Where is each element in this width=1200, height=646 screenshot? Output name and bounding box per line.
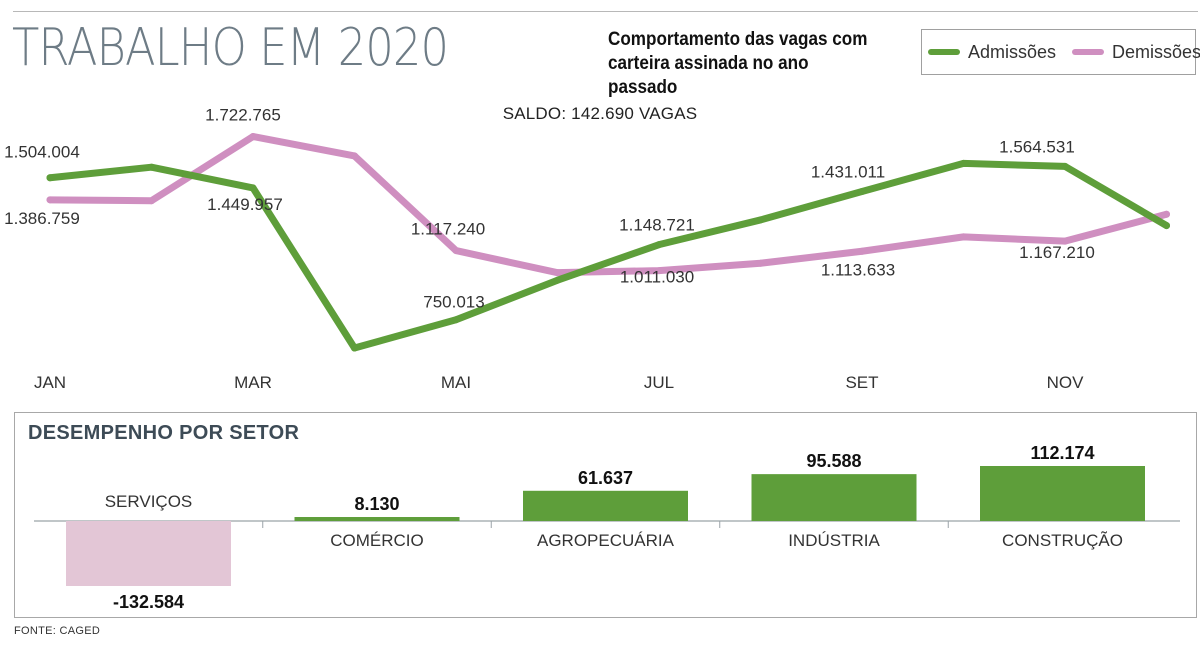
data-point-demissoes: [858, 247, 866, 255]
data-point-demissoes: [249, 133, 257, 141]
data-label-admissoes: 1.431.011: [811, 162, 885, 181]
legend-swatch-demissoes: [1072, 49, 1105, 55]
data-point-demissoes: [452, 247, 460, 255]
data-label-admissoes: 1.504.004: [4, 143, 80, 162]
data-label-demissoes: 1.011.030: [620, 268, 694, 287]
data-point-admissoes: [148, 163, 155, 171]
source-note: FONTE: CAGED: [14, 625, 101, 637]
sector-bar-chart: -132.584 SERVIÇOS 8.130 COMÉRCIO 61.637 AGROP…: [34, 443, 1180, 612]
data-label-admissoes: 1.148.721: [619, 216, 695, 235]
bar-category-label: INDÚSTRIA: [788, 531, 880, 550]
data-point-admissoes: [554, 276, 561, 284]
x-tick-label: NOV: [1047, 373, 1085, 392]
data-label-demissoes: 1.386.759: [4, 209, 80, 228]
data-label-demissoes: 1.117.240: [411, 220, 485, 239]
bar-construção: [980, 466, 1145, 521]
page-title: TRABALHO EM 2020: [12, 18, 449, 78]
data-label-admissoes: 1.449.957: [207, 195, 283, 214]
top-rule: [13, 11, 1198, 12]
data-point-admissoes: [960, 159, 967, 167]
legend-label-admissoes: Admissões: [968, 41, 1057, 62]
x-tick-label: JUL: [644, 373, 674, 392]
data-point-demissoes: [351, 152, 358, 160]
data-label-admissoes: 750.013: [423, 293, 484, 312]
bar-value-label: -132.584: [113, 592, 184, 612]
data-point-admissoes: [655, 241, 663, 249]
legend-item-admissoes: Admissões: [928, 42, 1056, 63]
data-point-admissoes: [757, 216, 764, 224]
sector-panel: [14, 412, 1197, 618]
chart-legend: Admissões Demissões: [921, 29, 1200, 75]
balance-label: SALDO: 142.690 VAGAS: [502, 104, 698, 123]
bar-category-label: SERVIÇOS: [105, 492, 193, 511]
data-point-admissoes: [1163, 222, 1170, 230]
bar-value-label: 8.130: [354, 494, 399, 514]
bar-category-label: AGROPECUÁRIA: [537, 531, 675, 550]
x-tick-label: JAN: [34, 373, 66, 392]
data-point-demissoes: [1163, 210, 1170, 218]
bar-value-label: 112.174: [1030, 443, 1094, 463]
data-point-admissoes: [1061, 162, 1069, 170]
series-line-admissoes: [46, 159, 1170, 352]
data-label-admissoes: 1.564.531: [999, 137, 1075, 156]
data-label-demissoes: 1.722.765: [205, 106, 281, 125]
bar-serviços: [66, 521, 231, 586]
data-point-demissoes: [1061, 237, 1069, 245]
bar-category-label: CONSTRUÇÃO: [1002, 531, 1123, 550]
sector-panel-title: DESEMPENHO POR SETOR: [28, 422, 300, 444]
line-chart: JAN MAR MAI JUL SET NOV 1.504.004 1.449.957 750.…: [4, 106, 1170, 392]
legend-swatch-admissoes: [928, 49, 960, 55]
bar-value-label: 95.588: [806, 451, 861, 471]
chart-subtitle: Comportamento das vagas com carteira ass…: [608, 29, 868, 98]
data-point-admissoes: [452, 316, 460, 324]
bar-value-label: 61.637: [578, 468, 633, 488]
legend-label-demissoes: Demissões: [1112, 41, 1200, 62]
data-point-demissoes: [655, 267, 663, 275]
data-point-admissoes: [46, 174, 54, 182]
data-label-demissoes: 1.167.210: [1019, 243, 1095, 262]
bar-indústria: [751, 474, 917, 521]
x-tick-label: MAR: [234, 373, 272, 392]
bar-agropecuária: [523, 490, 688, 521]
data-point-demissoes: [757, 259, 764, 267]
data-point-demissoes: [960, 233, 967, 241]
data-point-demissoes: [46, 196, 54, 204]
series-line-demissoes: [46, 133, 1170, 277]
data-label-demissoes: 1.113.633: [821, 260, 895, 279]
legend-item-demissoes: Demissões: [1072, 42, 1200, 63]
bar-comércio: [294, 517, 460, 522]
data-point-admissoes: [351, 344, 358, 352]
data-point-demissoes: [554, 269, 561, 277]
data-point-admissoes: [858, 187, 866, 195]
x-tick-label: SET: [845, 373, 878, 392]
data-point-admissoes: [249, 184, 257, 192]
data-point-demissoes: [148, 197, 155, 205]
x-tick-label: MAI: [441, 373, 471, 392]
bar-category-label: COMÉRCIO: [330, 531, 424, 550]
